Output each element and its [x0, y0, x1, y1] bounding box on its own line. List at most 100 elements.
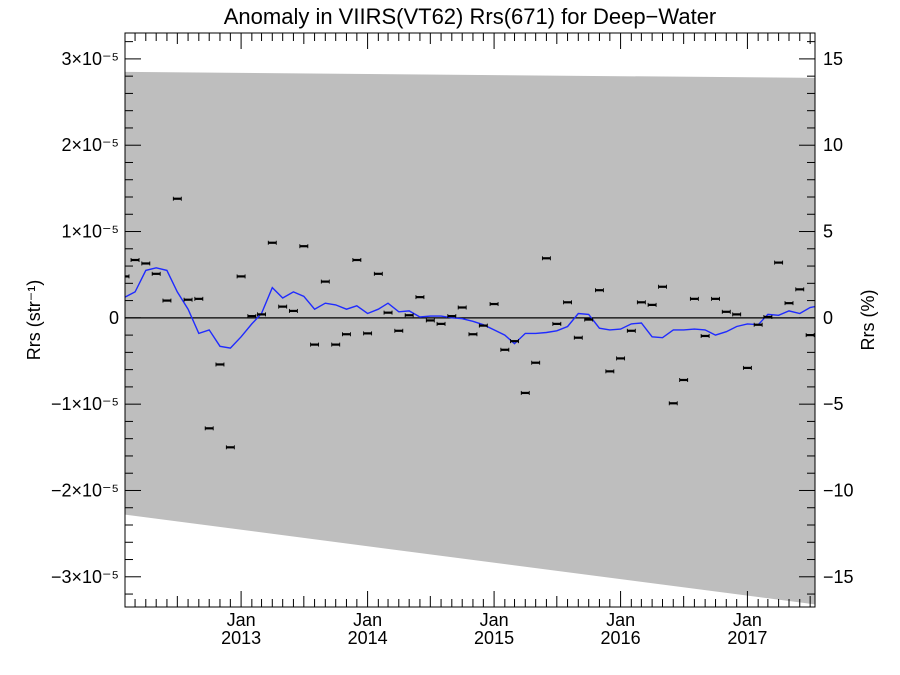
- x-tick-label-month: Jan: [480, 610, 509, 630]
- data-point: [141, 261, 151, 266]
- plot-frame: [124, 32, 816, 608]
- data-point: [130, 258, 140, 263]
- x-tick-label-month: Jan: [353, 610, 382, 630]
- data-point: [194, 296, 204, 301]
- y-tick-label: −2×10⁻⁵: [51, 480, 119, 500]
- x-tick-label-year: 2017: [727, 628, 767, 648]
- data-point: [125, 274, 130, 279]
- data-point: [288, 308, 298, 313]
- uncertainty-band: [125, 71, 815, 605]
- data-points-layer: [125, 196, 815, 450]
- data-point: [700, 333, 710, 338]
- data-point: [711, 296, 720, 301]
- data-point: [753, 322, 763, 327]
- x-tick-label-year: 2016: [601, 628, 641, 648]
- axis-ticks-layer: [124, 33, 815, 607]
- data-point: [541, 256, 551, 261]
- y-tick-label: 1×10⁻⁵: [61, 222, 119, 242]
- data-point: [204, 426, 214, 431]
- data-point: [225, 445, 235, 450]
- data-point: [679, 377, 689, 382]
- data-point: [520, 390, 530, 395]
- data-point: [363, 331, 373, 336]
- data-point: [489, 302, 499, 307]
- data-point: [658, 284, 667, 289]
- data-point: [436, 321, 446, 326]
- data-point: [394, 328, 404, 333]
- data-point: [563, 300, 573, 305]
- data-point: [404, 313, 414, 318]
- y2-tick-label: −10: [823, 480, 854, 500]
- data-point: [310, 342, 320, 347]
- data-point: [594, 288, 604, 293]
- data-point: [247, 314, 257, 319]
- y2-tick-label: 15: [823, 49, 843, 69]
- data-point: [331, 342, 341, 347]
- data-point: [183, 297, 193, 302]
- y2-tick-label: −15: [823, 567, 854, 587]
- y2-tick-label: −5: [823, 394, 844, 414]
- data-point: [172, 196, 182, 201]
- data-point: [668, 401, 678, 406]
- data-point: [320, 279, 330, 284]
- data-point: [478, 323, 488, 328]
- data-point: [267, 240, 277, 245]
- data-point: [162, 298, 172, 303]
- data-point: [257, 312, 266, 317]
- data-point: [531, 360, 541, 365]
- chart-title: Anomaly in VIIRS(VT62) Rrs(671) for Deep…: [224, 4, 717, 29]
- data-point: [732, 312, 742, 317]
- data-point: [457, 305, 467, 310]
- data-point: [510, 339, 519, 344]
- data-point: [763, 314, 773, 319]
- data-point: [500, 347, 510, 352]
- data-point: [573, 335, 583, 340]
- data-point: [415, 295, 425, 300]
- data-point: [278, 304, 288, 309]
- y-axis-label: Rrs (str⁻¹): [24, 280, 44, 360]
- data-point: [468, 332, 478, 337]
- data-point: [552, 321, 562, 326]
- data-point: [342, 332, 351, 337]
- uncertainty-band-layer: [125, 71, 815, 605]
- plot-frame-layer: [124, 32, 816, 608]
- data-point: [626, 328, 636, 333]
- data-point: [299, 244, 309, 249]
- x-tick-label-month: Jan: [733, 610, 762, 630]
- blue-series-layer: [125, 267, 815, 349]
- x-tick-label-month: Jan: [227, 610, 256, 630]
- data-point: [447, 314, 457, 319]
- data-point: [373, 271, 383, 276]
- data-point: [616, 356, 626, 361]
- data-point: [689, 296, 699, 301]
- data-point: [584, 317, 594, 322]
- y-tick-label: 0: [109, 308, 119, 328]
- y-tick-label: 3×10⁻⁵: [61, 49, 119, 69]
- blue-series-line: [125, 267, 815, 349]
- data-point: [215, 362, 225, 367]
- x-tick-label-year: 2015: [474, 628, 514, 648]
- y-tick-label: 2×10⁻⁵: [61, 135, 119, 155]
- data-point: [151, 271, 161, 276]
- data-point: [605, 369, 615, 374]
- data-point: [774, 260, 784, 265]
- x-tick-label-year: 2014: [348, 628, 388, 648]
- data-point: [236, 274, 246, 279]
- y2-tick-label: 5: [823, 222, 833, 242]
- y-tick-label: −3×10⁻⁵: [51, 567, 119, 587]
- y-tick-label: −1×10⁻⁵: [51, 394, 119, 414]
- data-point: [636, 300, 646, 305]
- data-point: [784, 301, 794, 306]
- data-point: [425, 318, 435, 323]
- x-tick-label-month: Jan: [606, 610, 635, 630]
- data-point: [795, 287, 805, 292]
- tick-labels-layer: −3×10⁻⁵ −2×10⁻⁵ −1×10⁻⁵ 0 1×10⁻⁵ 2×10⁻⁵ 3×10⁻⁵…: [51, 49, 854, 648]
- y2-tick-label: 0: [823, 308, 833, 328]
- data-point: [647, 302, 657, 307]
- y2-axis-label: Rrs (%): [858, 290, 878, 351]
- data-point: [721, 309, 731, 314]
- data-point: [383, 310, 393, 315]
- data-point: [352, 258, 362, 263]
- data-point: [742, 365, 752, 370]
